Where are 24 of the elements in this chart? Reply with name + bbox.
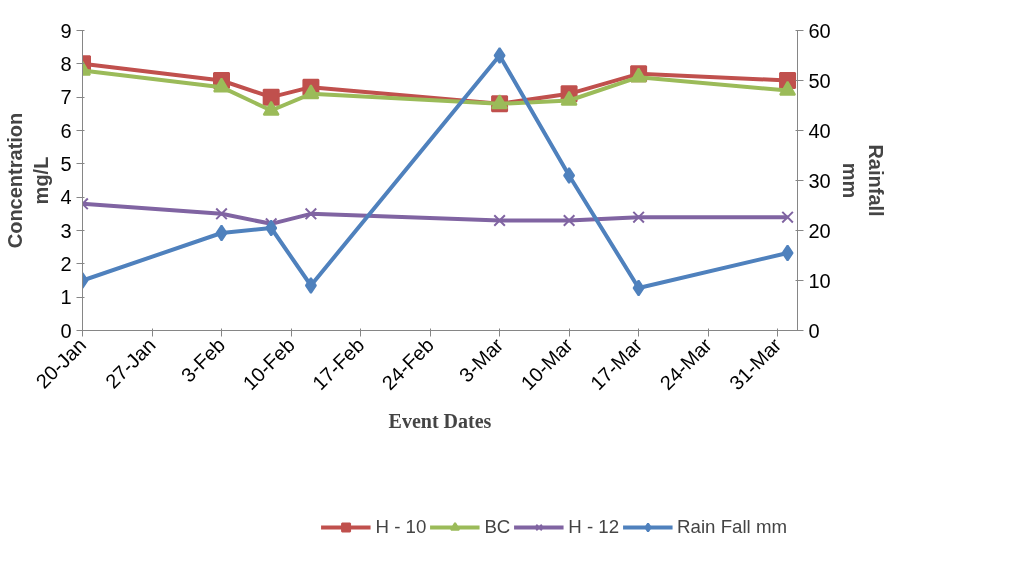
- y-tick-label: 8: [60, 52, 72, 75]
- y-tick-label: 0: [60, 319, 72, 342]
- legend-label: Rain Fall mm: [677, 516, 787, 538]
- y-axis-title: Concentration mg/L: [3, 112, 53, 249]
- y2-tick-label: 40: [808, 119, 831, 142]
- legend-label: BC: [484, 516, 511, 538]
- y-tick-label: 4: [60, 186, 72, 209]
- y2-tick-label: 20: [808, 219, 831, 242]
- y2-tick-label: 60: [808, 19, 831, 42]
- y-tick-label: 2: [60, 252, 72, 275]
- y-tick-label: 3: [60, 219, 72, 242]
- y2-tick-label: 30: [808, 169, 831, 192]
- y2-tick-label: 50: [808, 69, 831, 92]
- y-tick-label: 9: [60, 19, 72, 42]
- y2-tick-label: 0: [808, 319, 820, 342]
- legend-label: H - 10: [375, 516, 427, 538]
- y2-axis-title: Rainfall mm: [838, 144, 888, 217]
- y-tick-label: 1: [60, 286, 72, 309]
- x-axis-title: Event Dates: [388, 409, 492, 432]
- y-tick-label: 5: [60, 152, 72, 175]
- y2-tick-label: 10: [808, 269, 831, 292]
- legend-label: H - 12: [568, 516, 620, 538]
- y-tick-label: 6: [60, 119, 72, 142]
- y-tick-label: 7: [60, 86, 72, 109]
